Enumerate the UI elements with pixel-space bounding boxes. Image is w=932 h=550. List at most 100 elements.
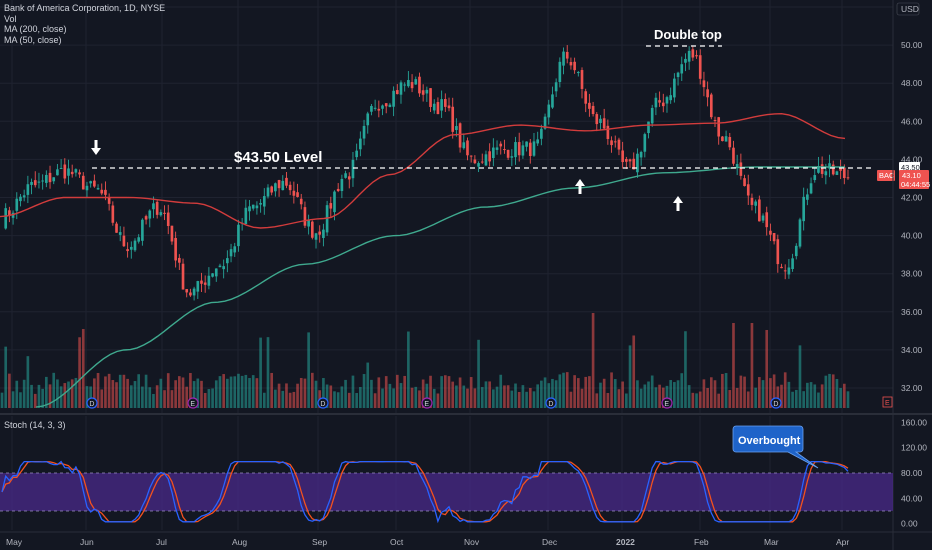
- volume-bar: [687, 385, 691, 408]
- volume-bar: [74, 377, 78, 408]
- candle-body: [713, 119, 717, 121]
- candle-body: [569, 62, 573, 66]
- volume-bar: [122, 374, 126, 408]
- candle-body: [806, 194, 809, 200]
- volume-bar: [211, 388, 214, 408]
- candle-body: [698, 55, 702, 79]
- candle-body: [148, 210, 152, 219]
- indicator-ma200[interactable]: MA (200, close): [4, 24, 67, 34]
- volume-bar: [540, 380, 543, 408]
- volume-bar: [152, 393, 155, 408]
- symbol-title[interactable]: Bank of America Corporation, 1D, NYSE: [4, 3, 166, 13]
- volume-bar: [776, 386, 780, 408]
- volume-bar: [536, 384, 540, 408]
- candle-body: [362, 125, 366, 139]
- indicator-vol[interactable]: Vol: [4, 13, 17, 24]
- candle-body: [643, 134, 647, 152]
- candle-body: [152, 203, 155, 210]
- volume-bar: [111, 380, 115, 408]
- volume-bar: [591, 313, 595, 408]
- currency-box[interactable]: [896, 2, 920, 16]
- event-marker-icon[interactable]: [661, 397, 673, 409]
- candle-body: [410, 82, 414, 89]
- candle-body: [673, 78, 676, 98]
- earnings-flag-icon[interactable]: [882, 396, 893, 408]
- candle-body: [244, 207, 248, 225]
- candle-body: [432, 103, 436, 111]
- volume-bar: [473, 388, 477, 408]
- volume-bar: [218, 376, 222, 408]
- indicator-ma50[interactable]: MA (50, close): [4, 34, 62, 45]
- candle-body: [329, 203, 333, 209]
- volume-bar: [185, 386, 189, 408]
- event-marker-icon[interactable]: [317, 397, 329, 409]
- double-top-label: Double top: [654, 27, 722, 42]
- candle-body: [318, 231, 322, 235]
- volume-bar: [203, 393, 207, 408]
- candle-body: [728, 137, 732, 148]
- candle-body: [565, 51, 569, 59]
- candle-body: [724, 136, 728, 142]
- candle-body: [392, 90, 395, 107]
- candle-body: [314, 233, 318, 240]
- volume-bar: [373, 393, 377, 408]
- volume-bar: [266, 337, 270, 408]
- event-marker-icon[interactable]: [770, 397, 782, 409]
- candle-body: [691, 49, 695, 58]
- candle-body: [506, 149, 510, 158]
- candle-body: [721, 136, 724, 142]
- event-marker-label: E: [190, 401, 195, 408]
- stoch-k-line: [1, 460, 849, 524]
- volume-bar: [613, 379, 617, 408]
- stoch-tick-label: 40.00: [901, 493, 923, 503]
- volume-bar: [407, 331, 410, 408]
- time-tick-label: Sep: [312, 537, 327, 547]
- candle-body: [229, 249, 233, 257]
- candle-body: [547, 104, 551, 118]
- volume-bar: [63, 383, 67, 408]
- candle-body: [750, 197, 754, 205]
- volume-bar: [4, 346, 8, 408]
- event-marker-icon[interactable]: [86, 397, 98, 409]
- time-axis: May Jun Jul Aug Sep Oct Nov Dec 2022 Feb Mar Apr: [6, 537, 849, 547]
- volume-bar: [226, 378, 229, 408]
- candle-body: [4, 208, 8, 229]
- candle-body: [532, 141, 536, 156]
- volume-bar: [451, 381, 455, 408]
- candle-body: [591, 105, 595, 115]
- candle-body: [26, 184, 30, 195]
- volume-bar: [89, 386, 92, 408]
- stoch-title[interactable]: Stoch (14, 3, 3): [4, 420, 66, 430]
- volume-bar: [466, 388, 469, 408]
- time-tick-label: Nov: [464, 537, 480, 547]
- volume-bar: [580, 388, 584, 408]
- event-marker-icon[interactable]: [545, 397, 557, 409]
- candle-body: [588, 102, 591, 109]
- candle-body: [536, 139, 540, 144]
- candle-body: [340, 178, 344, 192]
- candle-body: [115, 223, 118, 233]
- volume-bar: [251, 375, 255, 408]
- event-marker-icon[interactable]: [187, 397, 199, 409]
- candle-body: [414, 79, 418, 85]
- candle-body: [170, 225, 174, 242]
- candle-body: [126, 249, 129, 252]
- volume-bar: [178, 376, 181, 408]
- event-marker-icon[interactable]: [421, 397, 433, 409]
- price-tick-label: 50.00: [901, 40, 923, 50]
- volume-bar: [669, 380, 672, 408]
- volume-bar: [233, 376, 237, 408]
- volume-bar: [100, 389, 104, 408]
- candle-body: [270, 186, 274, 193]
- volume-bar: [37, 384, 41, 408]
- volume-bar: [229, 376, 233, 408]
- candle-body: [325, 205, 329, 233]
- volume-bar: [469, 377, 473, 408]
- candle-body: [218, 265, 222, 268]
- price-tick-label: 40.00: [901, 231, 923, 241]
- candle-body: [85, 185, 89, 191]
- candle-body: [613, 141, 617, 143]
- volume-bar: [510, 390, 514, 408]
- volume-bar: [281, 390, 285, 408]
